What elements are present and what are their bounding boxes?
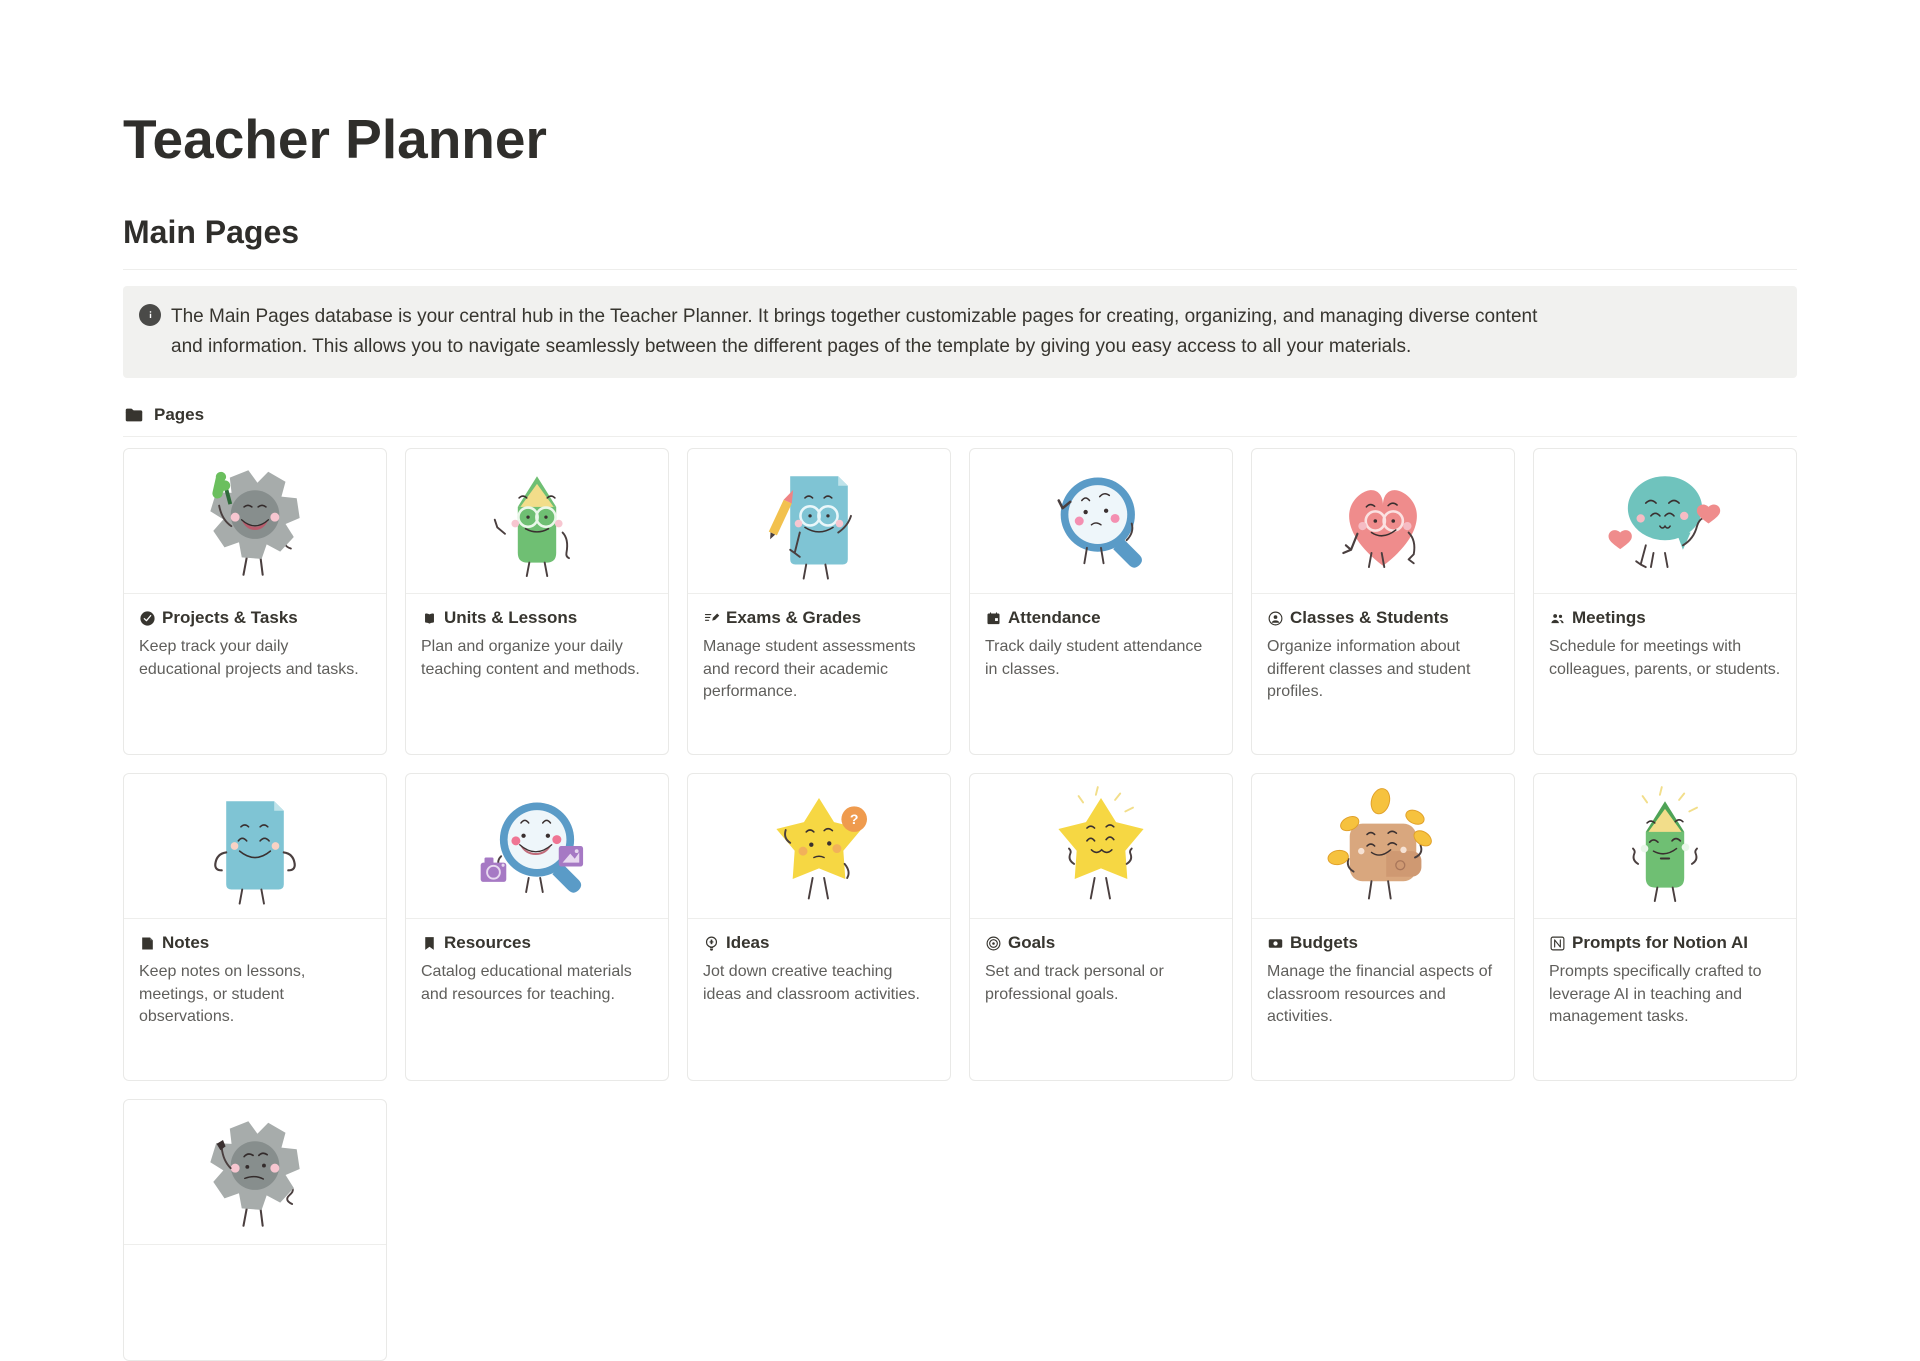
- svg-text:?: ?: [850, 812, 859, 828]
